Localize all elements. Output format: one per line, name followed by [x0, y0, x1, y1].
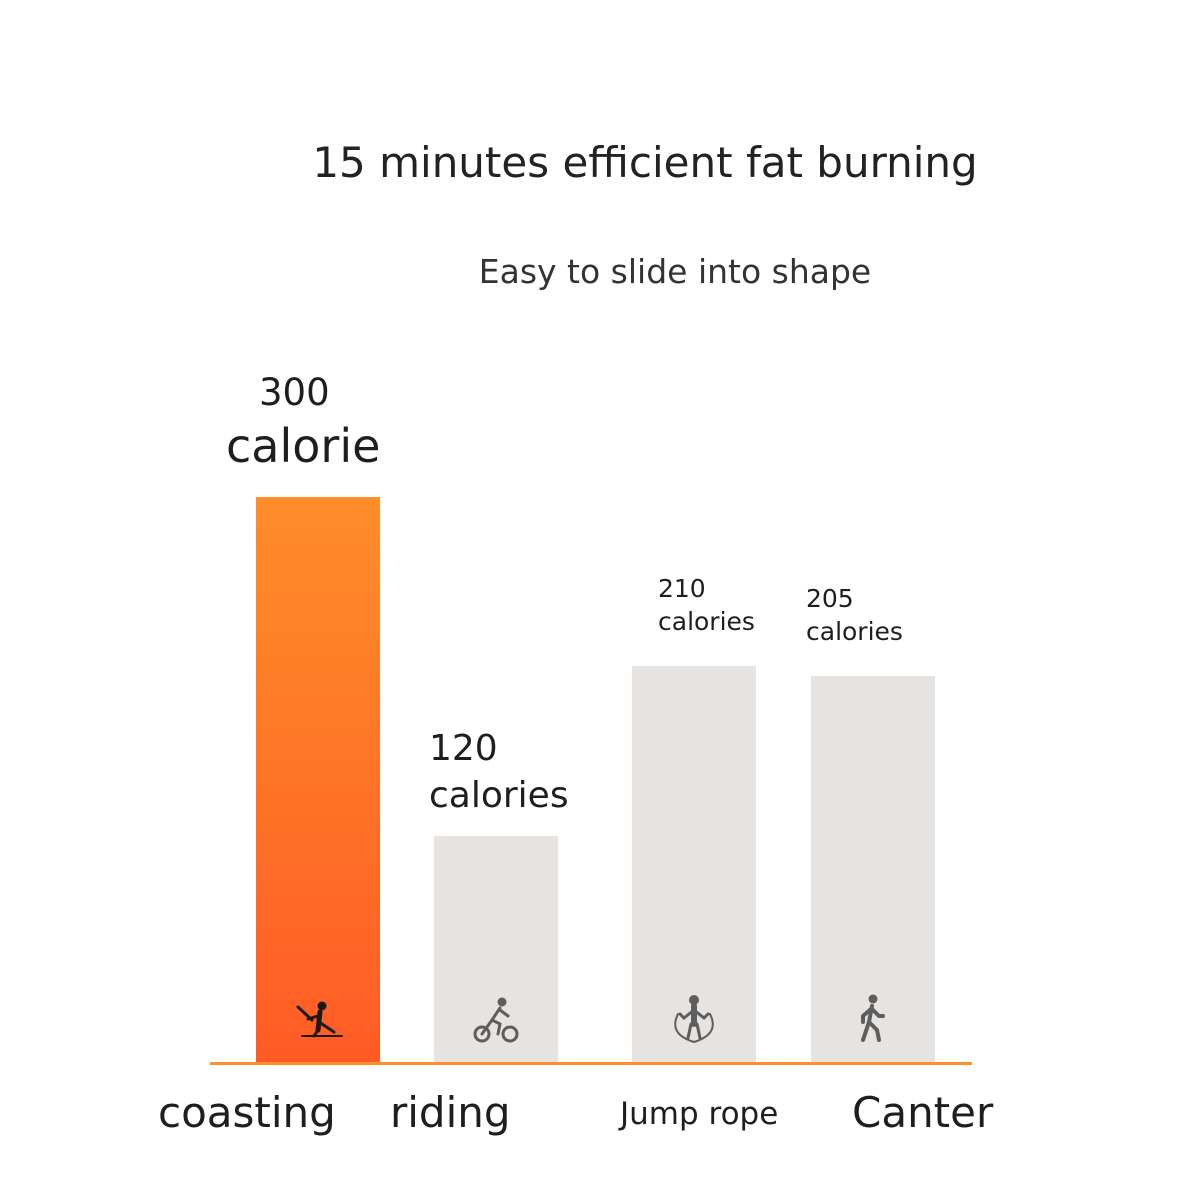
- jump-rope-icon: [664, 992, 724, 1052]
- category-label: Jump rope: [620, 1096, 779, 1132]
- cycling-icon: [466, 992, 526, 1052]
- data-label-value: 300: [259, 371, 330, 415]
- bar-riding: [434, 836, 558, 1062]
- category-label: riding: [390, 1088, 511, 1137]
- x-axis-baseline: [210, 1062, 972, 1065]
- data-label: 120 calories: [429, 726, 569, 820]
- data-label: 300 calorie: [226, 369, 380, 477]
- data-label-value: 210: [658, 574, 706, 603]
- skating-icon: [288, 992, 348, 1052]
- data-label: 205 calories: [806, 583, 903, 648]
- data-label-unit: calories: [806, 616, 903, 646]
- category-label: coasting: [158, 1088, 336, 1137]
- data-label-value: 205: [806, 584, 854, 613]
- chart-subtitle: Easy to slide into shape: [478, 252, 872, 291]
- data-label-value: 120: [429, 728, 498, 770]
- category-label: Canter: [852, 1088, 994, 1137]
- data-label-unit: calories: [658, 606, 755, 636]
- bar-coasting: [256, 497, 380, 1062]
- data-label-unit: calorie: [226, 419, 381, 474]
- chart-title: 15 minutes efficient fat burning: [312, 138, 978, 187]
- data-label: 210 calories: [658, 573, 755, 638]
- data-label-unit: calories: [429, 775, 569, 817]
- walking-icon: [843, 992, 903, 1052]
